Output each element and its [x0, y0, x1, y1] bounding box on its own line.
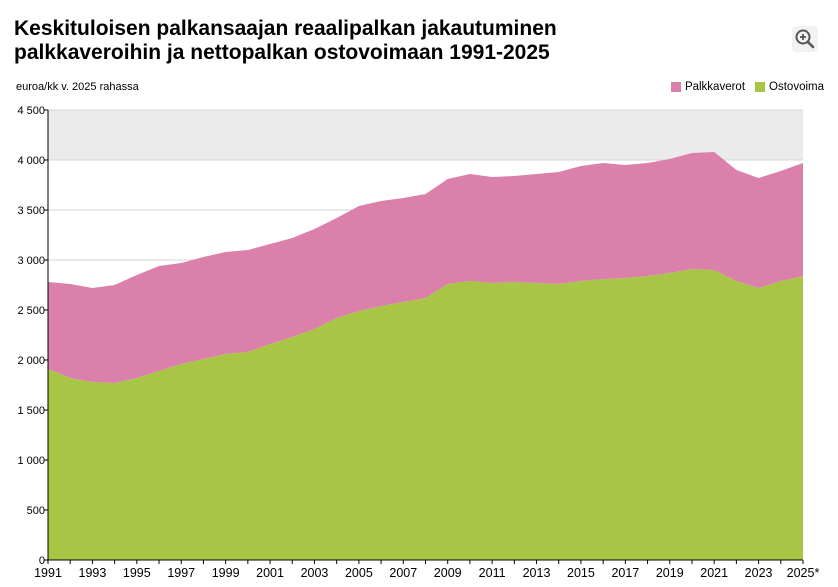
x-tick-label: 2009 [434, 566, 462, 580]
legend-swatch-palkkaverot [670, 82, 681, 92]
x-tick-label: 2025* [787, 566, 820, 580]
x-tick-label: 2005 [345, 566, 373, 580]
legend-swatch-ostovoima [755, 82, 766, 92]
x-tick-label: 2017 [611, 566, 639, 580]
legend-item-palkkaverot[interactable]: Palkkaverot [670, 81, 746, 93]
x-tick-label: 1993 [79, 566, 107, 580]
x-tick-label: 2003 [301, 566, 329, 580]
x-tick-label: 2015 [567, 566, 595, 580]
x-tick-label: 2011 [479, 566, 506, 580]
legend-label-ostovoima: Ostovoima [769, 81, 824, 93]
zoom-in-icon [795, 29, 815, 49]
y-tick-label: 2 500 [17, 305, 45, 317]
y-tick-label: 2 000 [17, 355, 45, 367]
y-tick-label: 1 000 [17, 455, 45, 467]
zoom-button[interactable] [792, 26, 818, 52]
x-tick-label: 1991 [34, 566, 62, 580]
y-tick-label: 4 000 [17, 155, 45, 167]
legend-item-ostovoima[interactable]: Ostovoima [755, 81, 824, 93]
y-tick-label: 3 000 [17, 255, 45, 267]
x-tick-label: 1999 [212, 566, 240, 580]
y-tick-label: 0 [39, 555, 45, 567]
y-tick-label: 4 500 [17, 105, 45, 117]
x-tick-label: 2001 [256, 566, 284, 580]
y-tick-label: 1 500 [17, 405, 45, 417]
plot-band-upper [48, 110, 803, 160]
y-tick-label: 500 [27, 505, 45, 517]
x-tick-label: 2007 [389, 566, 417, 580]
x-tick-label: 1995 [123, 566, 151, 580]
unit-label: euroa/kk v. 2025 rahassa [16, 81, 139, 93]
x-tick-label: 2021 [700, 566, 728, 580]
chart-title-line-2: palkkaveroihin ja nettopalkan ostovoimaa… [14, 41, 550, 64]
chart-title-line-1: Keskituloisen palkansaajan reaalipalkan … [14, 17, 557, 40]
x-tick-label: 1997 [167, 566, 195, 580]
y-tick-label: 3 500 [17, 205, 45, 217]
area-ostovoima [48, 269, 803, 560]
x-tick-label: 2023 [745, 566, 773, 580]
legend-label-palkkaverot: Palkkaverot [684, 81, 746, 93]
area-palkkaverot [48, 152, 803, 383]
x-tick-label: 2013 [523, 566, 551, 580]
legend: Palkkaverot Ostovoima [670, 81, 824, 93]
x-tick-label: 2019 [656, 566, 684, 580]
chart-title: Keskituloisen palkansaajan reaalipalkan … [14, 17, 774, 65]
